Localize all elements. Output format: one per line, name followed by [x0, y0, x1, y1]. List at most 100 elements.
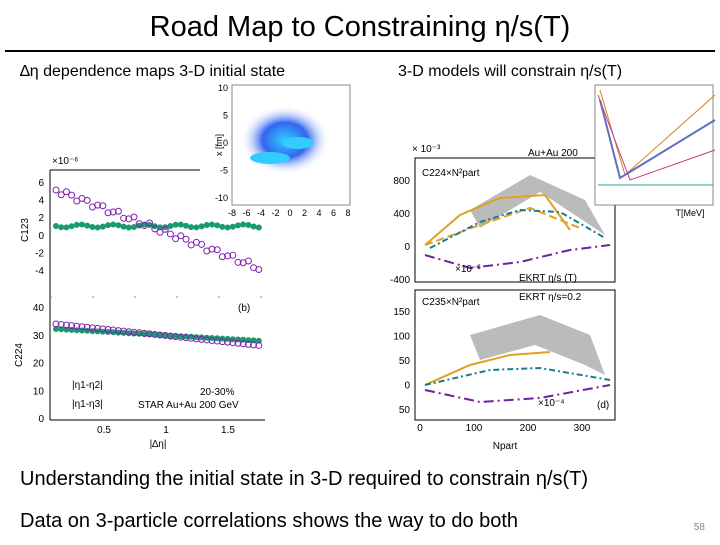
marker [63, 224, 70, 231]
marker [167, 332, 174, 339]
marker [68, 322, 76, 330]
marker [198, 223, 205, 230]
marker [151, 331, 158, 338]
label: x [fm] [214, 134, 224, 156]
label: 10 [33, 386, 45, 397]
marker [99, 325, 107, 333]
label: -8 [228, 208, 236, 218]
label: C235×N²part [422, 297, 480, 308]
marker [224, 252, 232, 260]
label: 10 [218, 83, 228, 93]
marker [177, 221, 184, 228]
label: 2 [302, 208, 307, 218]
marker [198, 334, 205, 341]
marker [68, 223, 75, 230]
label: 20-30% [200, 387, 235, 398]
label: 50 [399, 356, 411, 367]
label: ×10⁻⁶ [52, 156, 78, 167]
label: 300 [574, 423, 591, 434]
marker [209, 221, 215, 228]
marker [89, 223, 96, 230]
marker [157, 224, 163, 231]
marker [109, 326, 117, 334]
marker [208, 337, 216, 344]
bullet: Understanding the initial state in 3-D r… [20, 468, 588, 490]
marker [229, 339, 237, 347]
label: T[MeV] [675, 208, 704, 218]
marker [167, 222, 174, 229]
marker [255, 337, 262, 344]
marker [224, 338, 232, 346]
label: 0 [38, 231, 44, 242]
label: 0 [38, 414, 44, 425]
marker [94, 324, 102, 332]
marker [83, 196, 91, 204]
marker [99, 202, 107, 210]
marker [229, 223, 236, 230]
label: 40 [33, 303, 45, 314]
marker [120, 327, 128, 335]
marker [125, 224, 132, 231]
marker [255, 224, 262, 231]
label: 50 [399, 405, 411, 416]
label: 1 [163, 425, 169, 436]
marker [57, 191, 65, 199]
marker [110, 221, 117, 228]
marker [109, 208, 117, 216]
right-plot [414, 84, 716, 421]
marker [120, 214, 128, 222]
marker [57, 321, 65, 329]
marker [73, 221, 80, 228]
label: × 10⁻³ [412, 144, 441, 155]
marker [130, 213, 138, 221]
label: C224 [14, 343, 25, 367]
marker [244, 257, 252, 265]
label: -10 [215, 193, 228, 203]
marker [193, 224, 200, 231]
marker [73, 322, 81, 330]
label: Au+Au 200 [528, 148, 578, 159]
marker [157, 332, 163, 338]
marker [58, 326, 65, 333]
label: 0.5 [97, 425, 111, 436]
label: -2 [271, 208, 279, 218]
marker [79, 221, 85, 228]
marker [84, 222, 91, 229]
label: Npart [493, 441, 518, 452]
label: EKRT η/s=0.2 [519, 292, 582, 303]
marker [94, 224, 101, 231]
label: 1.5 [221, 425, 235, 436]
marker [104, 209, 112, 217]
label: 6 [331, 208, 336, 218]
marker [162, 224, 169, 231]
label: 0 [287, 208, 292, 218]
marker [58, 224, 65, 231]
label: -6 [242, 208, 250, 218]
label: -5 [220, 166, 228, 176]
marker [146, 221, 153, 228]
label: |η1-η2| [72, 380, 103, 391]
inset-image [282, 137, 314, 149]
label: -2 [35, 248, 44, 259]
marker [136, 222, 143, 229]
label: 0 [417, 423, 423, 434]
marker [161, 225, 169, 233]
label: EKRT η/s (T) [519, 273, 577, 284]
marker [183, 222, 189, 229]
label: 100 [466, 423, 483, 434]
marker [213, 337, 221, 345]
marker [255, 266, 263, 274]
marker [177, 232, 185, 240]
inset-image [250, 152, 290, 164]
label: 800 [393, 176, 410, 187]
marker [114, 327, 122, 335]
label: -4 [257, 208, 265, 218]
marker [172, 235, 180, 243]
marker [182, 235, 190, 243]
label: 200 [520, 423, 537, 434]
marker [104, 326, 112, 333]
label: ×10⁻⁴ [538, 398, 565, 409]
marker [53, 326, 59, 332]
label: 100 [393, 332, 410, 343]
marker [99, 223, 106, 230]
